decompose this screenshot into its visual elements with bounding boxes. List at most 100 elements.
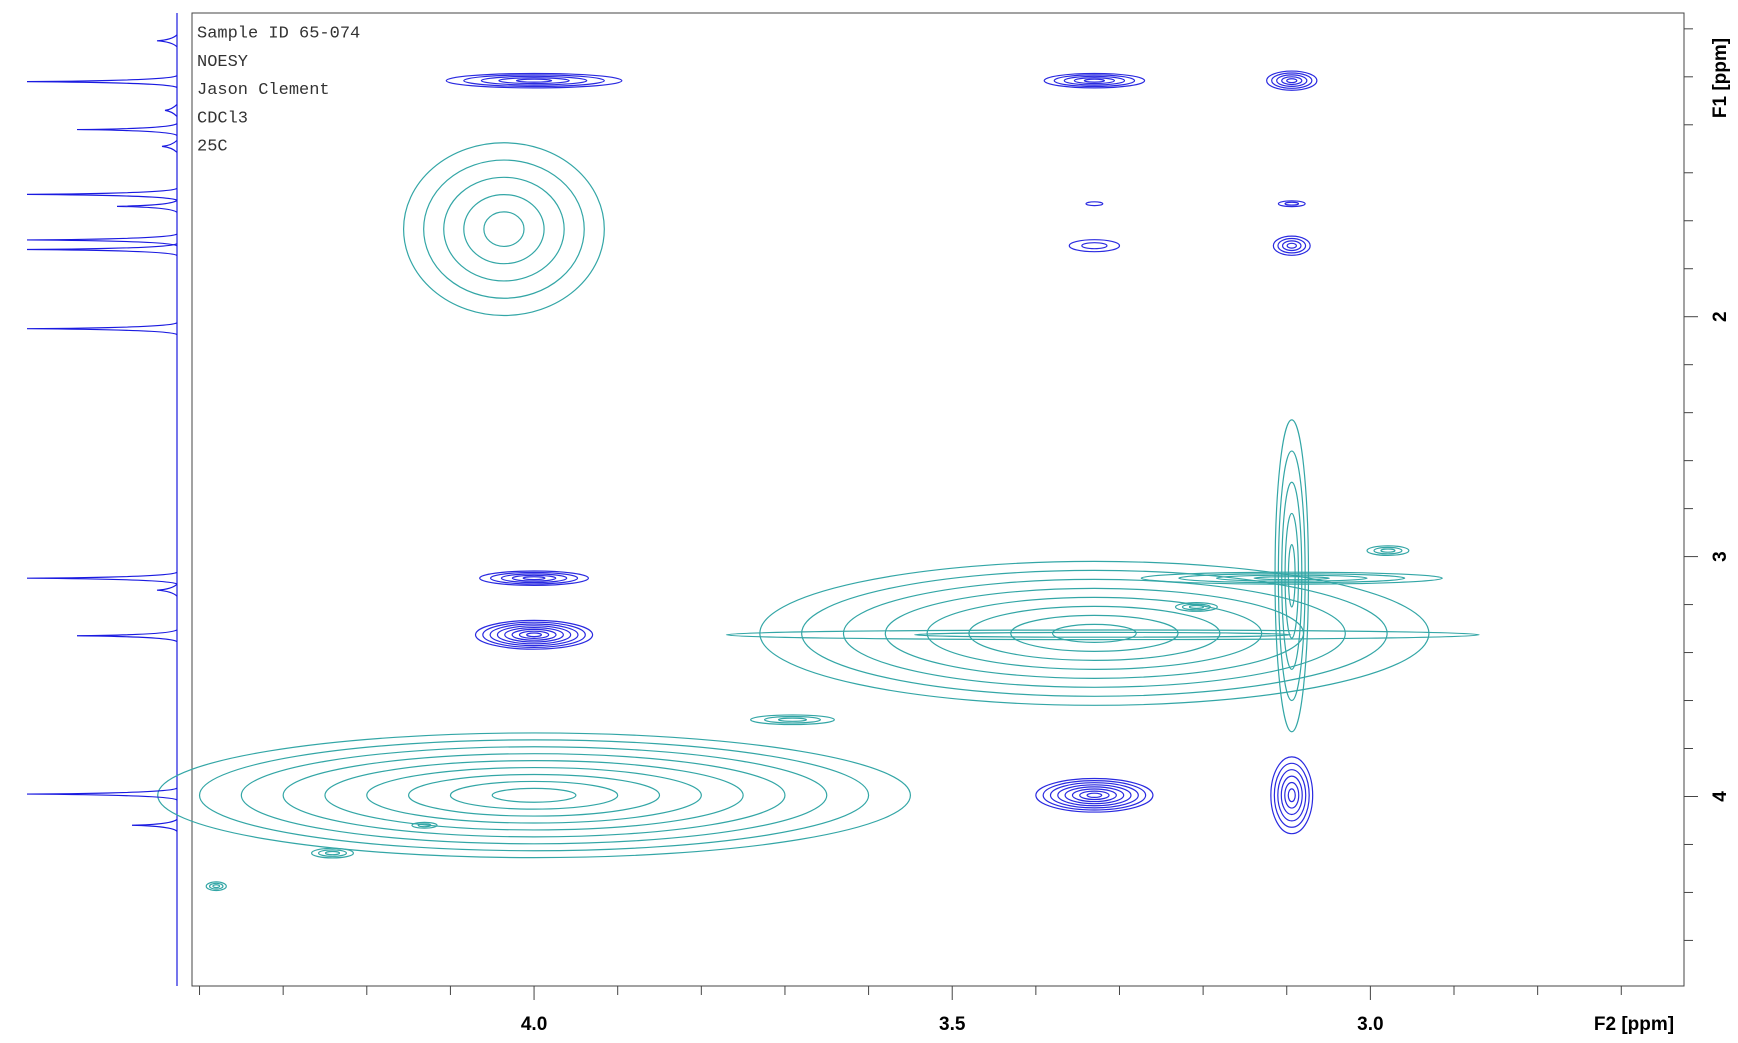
annotation: Sample ID 65-074: [197, 24, 360, 43]
contour: [842, 578, 1346, 688]
contour: [1253, 576, 1330, 581]
contour: [317, 849, 348, 857]
contour: [1380, 548, 1396, 553]
contour: [1035, 777, 1154, 813]
projection-peak: [161, 139, 178, 153]
contour: [1281, 76, 1303, 86]
projection-peak: [76, 123, 178, 137]
contour: [1043, 72, 1146, 89]
contour: [463, 193, 545, 265]
contour: [1086, 792, 1103, 798]
contour: [1181, 603, 1211, 611]
contour: [511, 628, 557, 641]
contour: [1284, 781, 1300, 809]
contour: [1284, 201, 1300, 206]
contour: [1073, 77, 1116, 85]
projection-peak: [131, 818, 178, 832]
contour: [483, 211, 525, 248]
contour: [1215, 574, 1368, 582]
y-tick-label: 3: [1710, 551, 1731, 562]
contour: [474, 619, 594, 650]
contour: [522, 576, 546, 581]
projection-peak: [26, 322, 178, 336]
contour: [1366, 545, 1410, 556]
contour: [1188, 604, 1204, 610]
projection-peak: [116, 199, 178, 213]
contour: [1281, 240, 1302, 252]
contour: [1053, 74, 1136, 88]
contour: [500, 573, 568, 584]
contour: [1079, 790, 1110, 801]
contour: [515, 78, 553, 83]
contour: [402, 142, 605, 317]
contour: [491, 787, 577, 803]
contour: [1270, 756, 1314, 835]
projection-peak: [76, 629, 178, 643]
contour: [1085, 201, 1104, 207]
contour: [449, 780, 619, 810]
contour: [445, 72, 623, 89]
projection-peak: [26, 75, 178, 89]
y-axis-label: F1 [ppm]: [1710, 38, 1731, 118]
projection-peak: [26, 242, 178, 257]
contour: [443, 176, 565, 282]
x-axis-label: F2 [ppm]: [1594, 1014, 1674, 1035]
contour: [1057, 784, 1132, 807]
contour: [423, 159, 585, 299]
contour: [518, 630, 550, 639]
contour: [1174, 602, 1218, 612]
contour: [324, 850, 341, 856]
contour: [750, 714, 835, 726]
contour: [1051, 623, 1137, 643]
contour: [1010, 614, 1179, 652]
annotation: 25C: [197, 138, 228, 157]
contour: [725, 629, 1480, 641]
plot-frame: [191, 12, 1685, 987]
contour: [1071, 788, 1117, 803]
contour: [1373, 546, 1403, 555]
contour: [479, 570, 590, 586]
contour: [1273, 762, 1310, 828]
contour: [1276, 74, 1308, 88]
projection-peak: [26, 233, 178, 247]
projection-peak: [26, 787, 178, 801]
projection-peak: [26, 187, 178, 201]
y-tick-label: 4: [1710, 791, 1731, 802]
annotation: CDCl3: [197, 109, 248, 128]
contour: [759, 560, 1430, 706]
contour: [1178, 573, 1406, 584]
contour: [1280, 775, 1303, 816]
contour: [1063, 75, 1126, 86]
contour: [205, 881, 227, 892]
contour: [1277, 200, 1306, 208]
contour: [764, 715, 821, 724]
contour: [208, 882, 224, 890]
contour: [1140, 571, 1443, 585]
projection-peak: [156, 583, 178, 597]
contour: [240, 746, 828, 845]
contour: [498, 77, 570, 85]
contour: [504, 627, 564, 643]
annotation: Jason Clement: [197, 81, 330, 100]
contour: [801, 569, 1388, 697]
contour: [1271, 72, 1313, 89]
contour: [1081, 242, 1108, 250]
contour: [1286, 78, 1298, 84]
contour: [366, 766, 702, 824]
contour: [1049, 782, 1139, 809]
contour: [480, 75, 588, 86]
contour: [1287, 788, 1296, 803]
contour: [1042, 779, 1147, 811]
projection-peak: [164, 103, 178, 117]
contour: [282, 753, 786, 838]
contour: [1277, 769, 1307, 822]
contour: [489, 571, 579, 585]
contour: [968, 605, 1221, 661]
x-tick-label: 4.0: [521, 1014, 547, 1035]
contour: [1272, 235, 1311, 256]
contour: [1286, 242, 1297, 249]
contour: [1064, 786, 1125, 805]
contour: [198, 739, 870, 852]
contour: [1277, 237, 1307, 254]
